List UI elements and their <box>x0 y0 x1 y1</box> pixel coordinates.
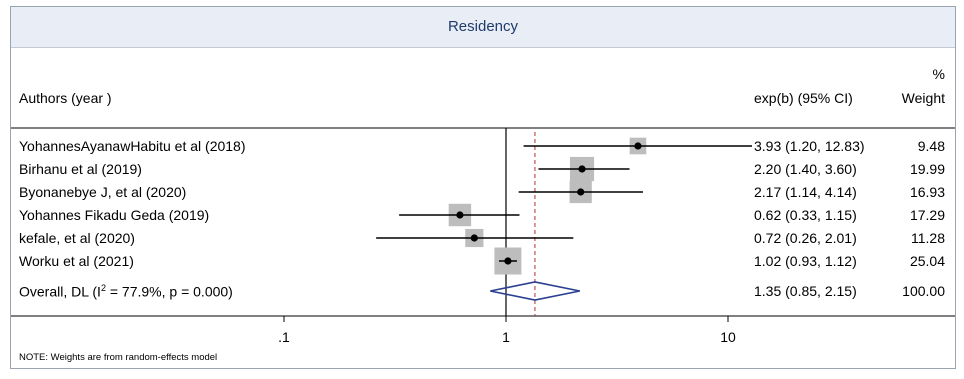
study-weight-text: 25.04 <box>909 253 945 269</box>
col-header-weight-pct: % <box>932 66 945 82</box>
point-estimate <box>634 142 642 150</box>
col-header-effect: exp(b) (95% CI) <box>754 90 853 106</box>
study-label: Byonanebye J, et al (2020) <box>19 184 187 200</box>
study-label: Birhanu et al (2019) <box>19 161 142 177</box>
study-ci-text: 2.17 (1.14, 4.14) <box>754 184 857 200</box>
study-weight-text: 9.48 <box>917 138 945 154</box>
title-bar <box>11 7 955 48</box>
col-header-study: Authors (year ) <box>19 90 112 106</box>
study-ci-text: 0.62 (0.33, 1.15) <box>754 207 857 223</box>
chart-frame <box>10 6 956 369</box>
overall-weight-text: 100.00 <box>902 283 945 299</box>
point-estimate <box>456 211 464 219</box>
study-weight-text: 16.93 <box>909 184 945 200</box>
x-tick-label: 10 <box>720 329 736 345</box>
footnote: NOTE: Weights are from random-effects mo… <box>19 352 218 363</box>
chart-title: Residency <box>447 18 519 35</box>
x-tick-label: .1 <box>278 329 290 345</box>
col-header-weight: Weight <box>901 90 945 106</box>
study-weight-text: 11.28 <box>911 230 945 246</box>
study-ci-text: 2.20 (1.40, 3.60) <box>754 161 857 177</box>
study-label: Worku et al (2021) <box>19 253 134 269</box>
point-estimate <box>578 165 586 173</box>
overall-label: Overall, DL (I2 = 77.9%, p = 0.000) <box>19 283 233 300</box>
study-label: Yohannes Fikadu Geda (2019) <box>19 207 210 223</box>
overall-diamond <box>490 281 580 301</box>
point-estimate <box>504 257 512 265</box>
study-weight-text: 17.29 <box>909 207 945 223</box>
point-estimate <box>577 188 585 196</box>
x-tick-label: 1 <box>502 329 510 345</box>
study-ci-text: 0.72 (0.26, 2.01) <box>754 230 857 246</box>
study-label: kefale, et al (2020) <box>19 230 135 246</box>
study-weight-text: 19.99 <box>909 161 945 177</box>
study-ci-text: 3.93 (1.20, 12.83) <box>754 138 865 154</box>
overall-ci-text: 1.35 (0.85, 2.15) <box>754 283 857 299</box>
point-estimate <box>470 234 478 242</box>
study-label: YohannesAyanawHabitu et al (2018) <box>19 138 246 154</box>
study-ci-text: 1.02 (0.93, 1.12) <box>754 253 857 269</box>
